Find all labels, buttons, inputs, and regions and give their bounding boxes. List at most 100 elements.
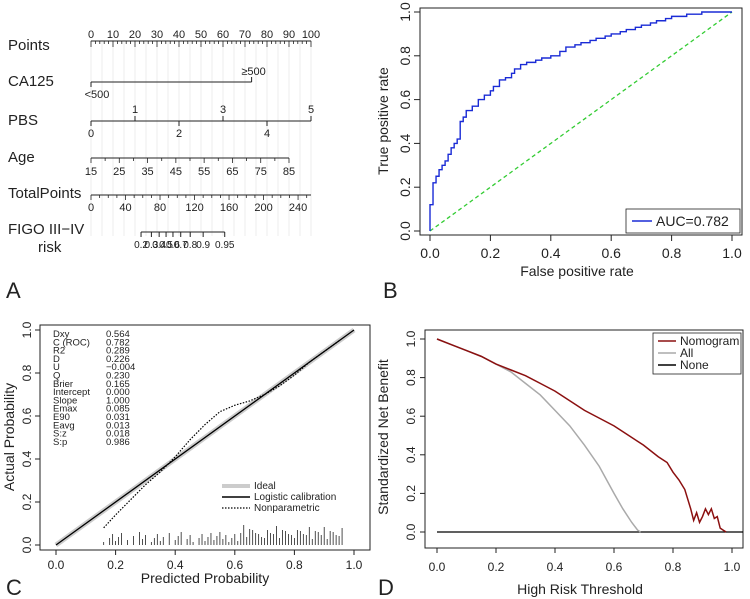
points-tick-label: 0: [88, 29, 94, 41]
calibration-legend-label: Ideal: [254, 481, 276, 492]
total-points-tick-label: 0: [88, 202, 94, 214]
pbs-level-label: 5: [308, 104, 314, 116]
roc-xtick-label: 0.8: [662, 245, 682, 261]
points-tick-label: 30: [151, 29, 163, 41]
figo-risk-tick-label: 0.95: [215, 240, 235, 251]
dca-ytick-label: 0.6: [404, 408, 418, 425]
panel-d-decision-curve: High Risk Threshold Standardized Net Ben…: [375, 329, 744, 597]
calibration-plot-frame: [39, 324, 371, 551]
calibration-stat-name: C (ROC): [53, 337, 90, 348]
dca-ytick-label: 0.8: [404, 369, 418, 386]
calibration-stat-value: 0.018: [106, 429, 130, 440]
figo-risk-tick-label: 0.2: [134, 240, 148, 251]
total-points-tick-label: 240: [289, 202, 307, 214]
panel-label-b: B: [383, 278, 398, 303]
figo-risk-tick-label: 0.6: [166, 240, 180, 251]
pbs-level-label: 2: [176, 128, 182, 140]
ca125-level-high: ≥500: [241, 66, 265, 78]
dca-xtick-label: 0.6: [606, 560, 623, 574]
dca-legend-label: All: [680, 346, 693, 360]
calibration-stat-name: Brier: [53, 379, 73, 390]
dca-nomogram-curve: [436, 338, 727, 533]
total-points-tick-label: 160: [220, 202, 238, 214]
calibration-stat-name: Dxy: [53, 329, 70, 340]
calibration-ytick-label: 1.0: [20, 321, 34, 338]
dca-xlabel: High Risk Threshold: [517, 581, 643, 597]
calibration-stat-value: 0.031: [106, 412, 130, 423]
roc-xtick-label: 0.0: [420, 245, 440, 261]
dca-ytick-label: 0.2: [404, 485, 418, 502]
points-tick-label: 90: [283, 29, 295, 41]
panel-c-calibration: Predicted Probability Actual Probability…: [1, 321, 371, 586]
dca-xtick-label: 0.8: [665, 560, 682, 574]
calibration-xtick-label: 0.6: [226, 558, 243, 572]
nomogram-label-age: Age: [8, 149, 35, 166]
calibration-xtick-label: 0.2: [107, 558, 124, 572]
dca-ylabel: Standardized Net Benefit: [375, 359, 391, 515]
dca-xtick-label: 1.0: [724, 560, 741, 574]
dca-plot-frame: [424, 329, 744, 549]
panel-b-roc: False positive rate True positive rate 0…: [375, 2, 743, 279]
calibration-ytick-label: 0.6: [20, 407, 34, 424]
dca-ytick-label: 1.0: [404, 330, 418, 347]
calibration-stat-name: S:z: [53, 429, 67, 440]
roc-xtick-label: 0.4: [541, 245, 561, 261]
panel-label-a: A: [6, 278, 21, 303]
panel-a-nomogram: Points CA125 PBS Age TotalPoints FIGO III−IVr…: [8, 29, 320, 256]
pbs-level-label: 1: [132, 104, 138, 116]
dca-legend-label: Nomogram: [680, 334, 739, 348]
total-points-tick-label: 120: [185, 202, 203, 214]
panel-label-c: C: [6, 575, 22, 599]
ca125-level-low: <500: [85, 89, 110, 101]
nomogram-label-total-points: TotalPoints: [8, 185, 81, 202]
roc-ytick-label: 0.6: [397, 90, 413, 110]
nomogram-label-figo: FIGO III−IV: [8, 221, 84, 238]
nomogram-label-ca125: CA125: [8, 73, 54, 90]
points-tick-label: 10: [107, 29, 119, 41]
dca-xtick-label: 0.4: [547, 560, 564, 574]
dca-xtick-label: 0.0: [429, 560, 446, 574]
dca-ytick-label: 0.4: [404, 446, 418, 463]
nomogram-label-risk: risk: [38, 239, 62, 256]
figo-risk-tick-label: 0.9: [196, 240, 210, 251]
age-tick-label: 35: [141, 166, 153, 178]
calibration-stat-value: 0.230: [106, 371, 130, 382]
calibration-stat-value: 0.564: [106, 329, 130, 340]
points-tick-label: 20: [129, 29, 141, 41]
calibration-xtick-label: 0.4: [167, 558, 184, 572]
calibration-legend-label: Nonparametric: [254, 503, 320, 514]
calibration-xlabel: Predicted Probability: [141, 570, 269, 586]
calibration-ytick-label: 0.4: [20, 450, 34, 467]
figo-risk-tick-label: 0.5: [159, 240, 173, 251]
roc-ytick-label: 0.2: [397, 177, 413, 197]
calibration-stat-name: E90: [53, 412, 70, 423]
calibration-stat-value: 0.165: [106, 379, 130, 390]
calibration-stat-value: 0.013: [106, 420, 130, 431]
figo-risk-tick-label: 0.8: [183, 240, 197, 251]
age-tick-label: 85: [283, 166, 295, 178]
age-tick-label: 55: [198, 166, 210, 178]
pbs-level-label: 4: [264, 128, 270, 140]
calibration-xtick-label: 0.0: [48, 558, 65, 572]
total-points-tick-label: 80: [154, 202, 166, 214]
calibration-legend-label: Logistic calibration: [254, 492, 336, 503]
total-points-tick-label: 200: [254, 202, 272, 214]
age-tick-label: 75: [255, 166, 267, 178]
roc-xtick-label: 0.6: [601, 245, 621, 261]
calibration-stat-name: Intercept: [53, 387, 90, 398]
calibration-stat-value: 0.000: [106, 387, 130, 398]
calibration-stat-name: Eavg: [53, 420, 75, 431]
roc-ytick-label: 0.0: [397, 221, 413, 241]
nomogram-label-points: Points: [8, 37, 50, 54]
points-tick-label: 100: [302, 29, 320, 41]
points-tick-label: 60: [217, 29, 229, 41]
roc-xtick-label: 1.0: [722, 245, 742, 261]
age-tick-label: 15: [85, 166, 97, 178]
dca-legend-label: None: [680, 358, 709, 372]
calibration-stat-value: 0.782: [106, 337, 130, 348]
age-tick-label: 45: [170, 166, 182, 178]
calibration-stat-name: Emax: [53, 404, 78, 415]
figo-risk-tick-label: 0.7: [174, 240, 188, 251]
roc-ytick-label: 0.8: [397, 46, 413, 66]
